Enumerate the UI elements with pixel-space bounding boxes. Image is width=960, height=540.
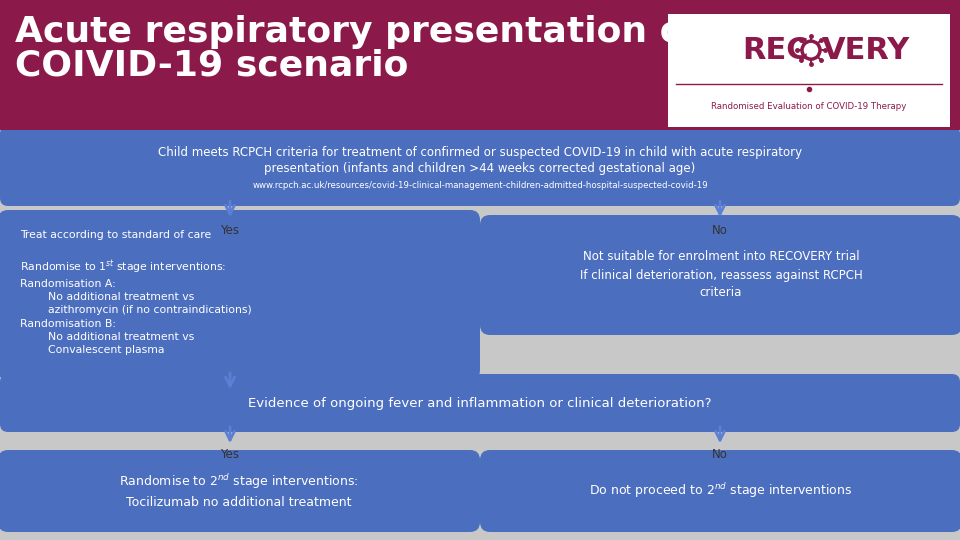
FancyBboxPatch shape	[0, 210, 480, 380]
Text: Not suitable for enrolment into RECOVERY trial
If clinical deterioration, reasse: Not suitable for enrolment into RECOVERY…	[580, 251, 862, 300]
Text: No: No	[712, 224, 728, 237]
FancyBboxPatch shape	[668, 14, 950, 127]
Text: www.rcpch.ac.uk/resources/covid-19-clinical-management-children-admitted-hospita: www.rcpch.ac.uk/resources/covid-19-clini…	[252, 181, 708, 190]
Text: Yes: Yes	[221, 224, 239, 237]
FancyBboxPatch shape	[0, 0, 960, 130]
FancyBboxPatch shape	[480, 215, 960, 335]
Text: Randomised Evaluation of COVID-19 Therapy: Randomised Evaluation of COVID-19 Therap…	[711, 102, 906, 111]
FancyBboxPatch shape	[480, 450, 960, 532]
Text: presentation (infants and children >44 weeks corrected gestational age): presentation (infants and children >44 w…	[264, 162, 696, 175]
Text: Do not proceed to 2$^{nd}$ stage interventions: Do not proceed to 2$^{nd}$ stage interve…	[589, 482, 852, 501]
Text: VERY: VERY	[822, 36, 910, 65]
FancyBboxPatch shape	[0, 126, 960, 206]
Text: REC: REC	[742, 36, 809, 65]
Text: Randomise to 2$^{nd}$ stage interventions:
Tocilizumab no additional treatment: Randomise to 2$^{nd}$ stage intervention…	[119, 472, 359, 509]
Text: COIVID-19 scenario: COIVID-19 scenario	[15, 48, 408, 82]
Text: Child meets RCPCH criteria for treatment of confirmed or suspected COVID-19 in c: Child meets RCPCH criteria for treatment…	[158, 146, 802, 159]
Text: Yes: Yes	[221, 448, 239, 461]
Text: Evidence of ongoing fever and inflammation or clinical deterioration?: Evidence of ongoing fever and inflammati…	[249, 396, 711, 409]
Text: No: No	[712, 448, 728, 461]
FancyBboxPatch shape	[0, 374, 960, 432]
FancyBboxPatch shape	[0, 450, 480, 532]
Text: Acute respiratory presentation of: Acute respiratory presentation of	[15, 15, 700, 49]
Text: Treat according to standard of care

Randomise to 1$^{st}$ stage interventions:
: Treat according to standard of care Rand…	[20, 230, 252, 355]
